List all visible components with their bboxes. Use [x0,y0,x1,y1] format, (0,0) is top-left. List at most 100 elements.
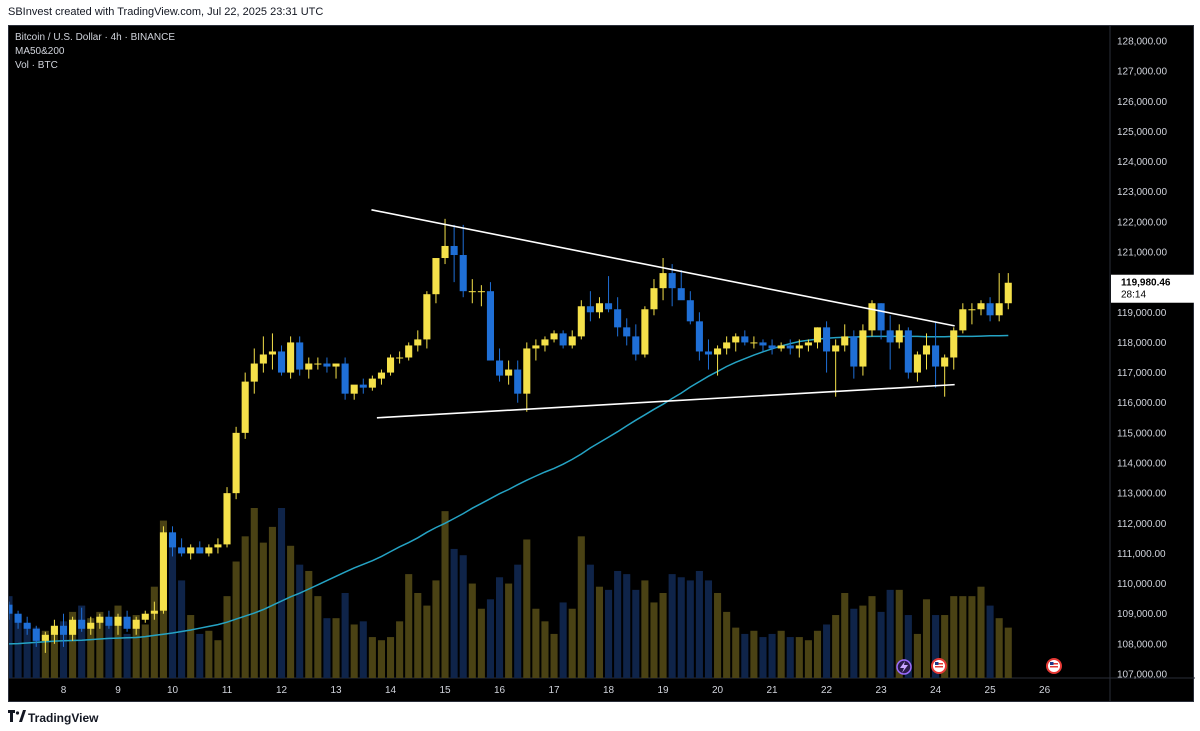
candle-body [32,628,40,641]
candle [768,339,776,355]
volume-bar [132,615,140,678]
candle-body [641,309,649,355]
volume-bar [995,618,1003,678]
candle [241,372,249,439]
candle [595,297,604,319]
price-tick-label: 114,000.00 [1117,459,1167,470]
candle-body [486,291,495,361]
legend-ma: MA50&200 [15,46,65,57]
candle [813,327,822,349]
triangle-trendline[interactable] [376,383,955,419]
volume-bar [396,621,404,678]
candle [686,291,694,325]
lightning-event-icon[interactable] [896,659,912,675]
price-tick-label: 116,000.00 [1117,398,1167,409]
candle-body [868,303,876,331]
candle-body [350,384,358,394]
candle [823,321,831,373]
volume-bar [268,526,276,678]
event-markers[interactable] [896,658,1062,675]
attribution-bar: SBInvest created with TradingView.com, J… [0,0,1200,25]
volume-bar [23,624,31,678]
volume-bar [795,637,803,678]
candle-body [323,363,331,367]
price-tick-label: 127,000.00 [1117,67,1167,78]
price-tick-label: 123,000.00 [1117,187,1167,198]
volume-bar [868,596,876,678]
candle-body [577,306,585,337]
volume-bar [695,570,703,678]
candle [441,218,449,265]
volume-bar [941,615,949,678]
volume-bar [904,615,912,678]
candle-body [614,309,622,328]
candle-body [723,342,731,349]
candle [368,375,376,391]
volume-bar [750,630,758,678]
candle-body [432,258,440,295]
volume-bar [577,536,585,678]
volume-bar [632,589,640,678]
us-flag-event-icon[interactable] [931,658,947,674]
volume-bar [614,570,622,678]
volume-bar [187,615,195,678]
candle [159,526,167,614]
candle-body [87,622,95,629]
price-tick-label: 107,000.00 [1117,670,1167,681]
candle-body [959,309,967,331]
candle [559,330,567,349]
trendlines[interactable] [371,209,955,419]
candle-body [750,342,758,344]
candle-body [895,330,903,343]
us-flag-event-icon-2[interactable] [1046,658,1062,674]
candle [32,625,40,647]
candle-body [813,327,822,343]
candle [486,282,495,361]
chart-pane[interactable]: 128,000.00 127,000.00 126,000.00 125,000.00… [5,25,1195,703]
candle [386,354,395,376]
candle [750,336,758,349]
volume-bar [323,618,331,678]
candle-body [5,604,13,614]
volume-bar [141,624,149,678]
price-tick-label: 113,000.00 [1117,489,1167,500]
volume-bar [968,596,976,678]
candle-body [759,342,767,346]
time-tick-label: 17 [548,685,560,696]
candle [605,276,613,313]
volume-bar [804,640,812,678]
volume-bar [850,608,858,678]
volume-bar [32,627,40,678]
price-axis[interactable]: 128,000.00 127,000.00 126,000.00 125,000.00… [1117,37,1167,681]
candle-body [605,303,613,310]
triangle-trendline[interactable] [371,209,955,327]
candle-body [941,357,949,367]
volume-bar [314,596,322,678]
candle-body [550,333,558,340]
price-label-background [1111,274,1195,303]
candle [296,336,304,376]
volume-bar [287,545,295,678]
last-price-value: 119,980.46 [1121,278,1171,289]
candle-body [741,336,749,343]
candle-body [105,616,113,626]
time-tick-label: 26 [1039,685,1051,696]
price-tick-label: 109,000.00 [1117,609,1167,620]
time-tick-label: 18 [603,685,615,696]
footer-bar: TradingView [0,702,1200,731]
candle [178,538,186,557]
candle-body [559,333,567,346]
price-tick-label: 126,000.00 [1117,97,1167,108]
candle-body [1004,282,1012,304]
volume-bar [768,633,776,678]
candlestick-chart[interactable]: 128,000.00 127,000.00 126,000.00 125,000.00… [5,26,1195,703]
volume-bar [786,637,794,678]
candle-body [159,532,167,611]
candle [41,631,49,653]
candle [959,303,967,334]
candle [350,384,358,400]
candle [468,279,476,304]
time-axis[interactable]: 8 9 10 11 12 13 14 15 16 17 18 19 20 21 22 23 24 25 26 [61,685,1051,696]
candle-body [823,327,831,352]
volume-bar [714,593,722,678]
